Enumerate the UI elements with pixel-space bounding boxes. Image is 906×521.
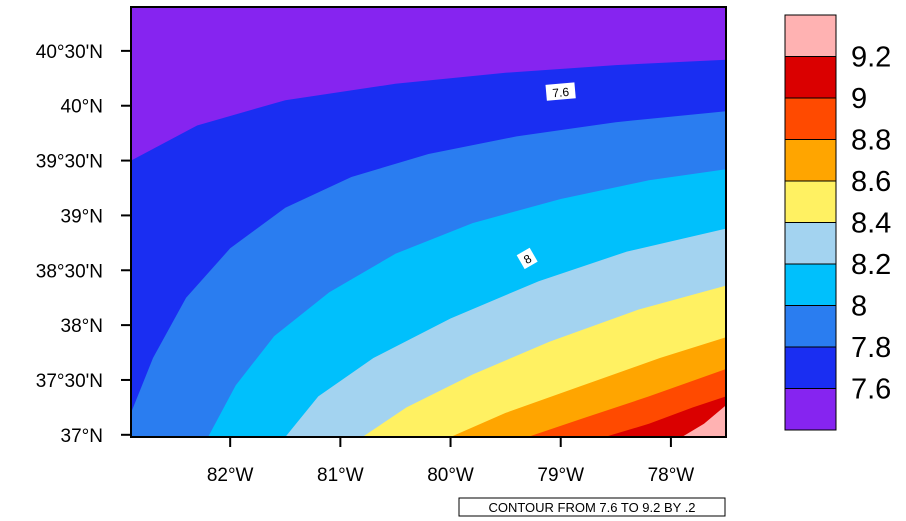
contour-fill-region [131,7,726,437]
contour-label-box [516,247,538,270]
legend-label: 8.8 [851,125,891,157]
legend-color-box [784,263,837,306]
x-tick-label: 80°W [427,465,474,486]
legend-label: 8.4 [851,208,891,240]
contour-line-labels: 7.68 [516,82,576,270]
legend-label: 9 [851,83,867,115]
y-tick-label: 38°N [61,316,103,337]
y-tick-label: 38°30'N [36,261,103,282]
latitude-axis: 37°N 37°30'N 38°N 38°30'N 39°N 39°30'N 40°N 40°… [36,42,131,447]
y-tick-label: 40°N [61,97,103,118]
y-tick-label: 40°30'N [36,42,103,63]
color-legend: 9.2 9 8.8 8.6 8.4 8.2 8 7.8 7.6 [784,14,891,431]
legend-color-box [784,305,837,348]
legend-color-box [784,56,837,99]
y-tick-label: 39°30'N [36,152,103,173]
x-tick-label: 79°W [537,465,584,486]
legend-color-box [784,346,837,389]
plot-frame [130,6,727,438]
legend-color-box [784,388,837,431]
x-tick-label: 82°W [207,465,254,486]
legend-label: 7.8 [851,332,891,364]
x-tick-label: 78°W [648,465,695,486]
y-tick-label: 37°N [61,426,103,447]
legend-color-box [784,14,837,57]
legend-label: 9.2 [851,42,891,74]
legend-label: 8 [851,291,867,323]
contour-info-frame [458,497,726,517]
longitude-axis: 82°W 81°W 80°W 79°W 78°W [207,437,694,486]
contour-line-label: 7.6 [545,82,576,101]
contour-label-text: 7.6 [552,85,570,100]
legend-label: 8.6 [851,166,891,198]
legend-color-box [784,97,837,140]
legend-color-box [784,139,837,182]
contour-info-label: CONTOUR FROM 7.6 TO 9.2 BY .2 [488,500,695,515]
contour-info-box: CONTOUR FROM 7.6 TO 9.2 BY .2 [458,497,726,517]
contour-band [604,396,726,437]
y-tick-label: 37°30'N [36,371,103,392]
legend-label: 8.2 [851,249,891,281]
legend-label: 7.6 [851,374,891,406]
legend-color-box [784,180,837,223]
contour-line-label: 8 [516,247,538,270]
x-tick-label: 81°W [317,465,364,486]
contour-label-box [545,82,576,101]
y-tick-label: 39°N [61,206,103,227]
contour-band [681,405,726,437]
legend-color-box [784,222,837,265]
